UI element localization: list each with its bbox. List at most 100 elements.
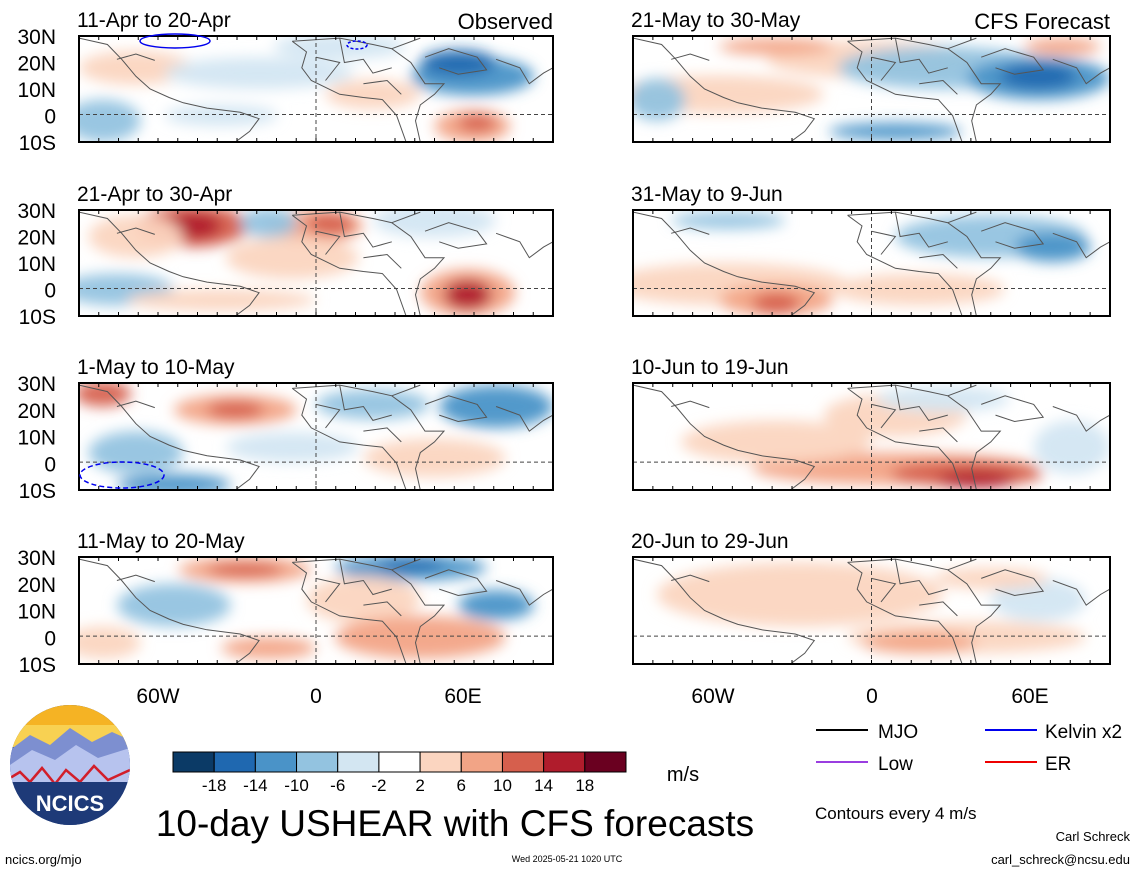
map-panel: 31-May to 9-Jun	[631, 183, 1111, 317]
panel-period-title: 10-Jun to 19-Jun	[631, 356, 789, 379]
coastline	[339, 212, 392, 248]
colorbar-tick-label: -2	[371, 776, 386, 795]
coastline	[671, 227, 710, 235]
coastline	[947, 384, 977, 397]
shear-anomaly-field	[1033, 420, 1110, 474]
colorbar-tick-label: 10	[493, 776, 512, 795]
coastline	[292, 561, 407, 664]
coastline	[847, 384, 1002, 490]
panel-period-title: 21-May to 30-May	[631, 9, 801, 32]
shear-anomaly-field	[680, 420, 872, 464]
colorbar-segment	[419, 751, 462, 773]
shear-anomaly-field	[833, 273, 1006, 306]
coastline	[391, 558, 421, 571]
shear-anomaly-field	[206, 563, 283, 577]
shear-anomaly-field	[876, 386, 1010, 412]
map-panel: 20-Jun to 29-Jun	[631, 530, 1111, 665]
coastline	[847, 214, 963, 316]
lat-tick-label: 30N	[17, 26, 56, 49]
lat-tick-label: 20N	[17, 400, 56, 423]
coastline	[633, 211, 816, 316]
colorbar-segment	[254, 751, 298, 773]
colorbar-tick-label: 14	[534, 776, 553, 795]
coastline	[79, 211, 260, 316]
coastline	[919, 427, 958, 443]
panel-period-title: 21-Apr to 30-Apr	[77, 183, 232, 206]
coastline	[424, 222, 488, 249]
colorbar-unit: m/s	[667, 764, 699, 786]
map-panel: 21-May to 30-May	[631, 9, 1111, 143]
coastline	[871, 577, 897, 603]
colorbar-segment	[584, 751, 627, 773]
coastline	[116, 53, 155, 61]
coastline	[315, 403, 341, 429]
coastline	[363, 79, 402, 95]
coastline	[363, 427, 402, 443]
coastline	[671, 574, 710, 583]
colorbar-segment	[337, 751, 380, 773]
coastline	[292, 214, 407, 316]
footer-author: Carl Schreck	[1056, 829, 1131, 844]
coastline	[363, 601, 402, 617]
lon-tick-label: 60W	[691, 685, 734, 708]
shear-anomaly-field	[372, 210, 497, 238]
coastline	[981, 222, 1045, 249]
coastline	[871, 403, 897, 429]
map-panel: 21-Apr to 30-Apr 30N 20N 10N 0 10S	[17, 183, 554, 329]
coastline	[116, 574, 155, 583]
coastline	[495, 58, 553, 85]
shear-anomaly-field	[990, 578, 1087, 622]
coastline	[315, 577, 341, 603]
lat-tick-label: 20N	[17, 227, 56, 250]
coastline	[947, 558, 977, 571]
colorbar-tick-label: 6	[457, 776, 466, 795]
coastline	[292, 211, 446, 316]
coastline	[847, 37, 1002, 142]
shear-anomaly-field	[316, 389, 430, 420]
shear-anomaly-field	[88, 215, 184, 258]
coastline	[919, 79, 958, 95]
observed-label: Observed	[458, 9, 553, 34]
coastline	[847, 558, 1002, 664]
shear-anomaly-field	[164, 57, 354, 89]
lat-tick-label: 0	[44, 280, 56, 303]
lon-tick-label: 60E	[1011, 685, 1048, 708]
shear-anomaly-field	[206, 401, 264, 419]
colorbar-tick-label: -14	[243, 776, 268, 795]
coastline	[1052, 580, 1110, 606]
coastline	[292, 558, 446, 664]
coastline	[894, 559, 948, 596]
legend: MJO Kelvin x2 Low ER Contours every 4 m/…	[815, 722, 1122, 823]
footer-url: ncics.org/mjo	[5, 852, 82, 867]
ncics-logo: NCICS	[10, 705, 130, 825]
coastline	[339, 559, 392, 596]
lat-tick-label: 0	[44, 106, 56, 129]
legend-label-mjo: MJO	[878, 722, 918, 743]
coastline	[292, 40, 407, 142]
longitude-axis-right: 60W 0 60E	[691, 685, 1048, 708]
coastline	[424, 48, 488, 75]
map-panel: 10-Jun to 19-Jun	[631, 356, 1111, 491]
lat-tick-label: 30N	[17, 373, 56, 396]
coastline	[847, 40, 963, 142]
coastline	[116, 400, 155, 409]
coastline	[894, 38, 948, 74]
shear-anomaly-field	[458, 590, 535, 621]
shear-anomaly-field	[458, 114, 497, 132]
coastline	[871, 56, 897, 81]
shear-anomaly-field	[1000, 63, 1077, 89]
lon-tick-label: 0	[310, 685, 322, 708]
figure-title: 10-day USHEAR with CFS forecasts	[156, 803, 754, 844]
coastline	[847, 387, 963, 490]
lat-tick-label: 10S	[19, 654, 56, 677]
lon-tick-label: 0	[866, 685, 878, 708]
shear-anomaly-field	[164, 104, 279, 127]
panel-period-title: 1-May to 10-May	[77, 356, 235, 379]
shear-anomaly-field	[752, 292, 800, 314]
coastline	[495, 232, 553, 259]
coastline	[919, 601, 958, 617]
coastline	[391, 211, 421, 224]
lat-tick-label: 30N	[17, 547, 56, 570]
shear-anomaly-field	[718, 38, 834, 56]
map-panel: 1-May to 10-May 30N 20N 10N 0 10S	[17, 356, 554, 503]
